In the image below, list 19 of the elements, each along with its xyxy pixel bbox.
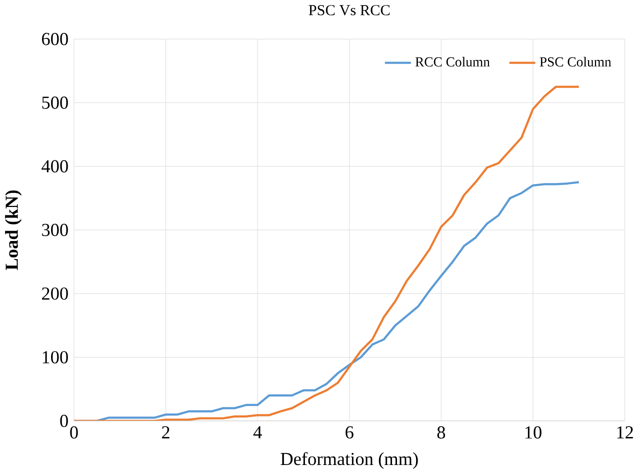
y-tick-label: 400 bbox=[42, 160, 68, 172]
x-axis-title: Deformation (mm) bbox=[280, 452, 418, 469]
y-tick-label: 200 bbox=[42, 287, 68, 300]
x-tick-label: 0 bbox=[70, 426, 78, 439]
x-tick-label: 2 bbox=[162, 426, 170, 438]
y-tick-label: 600 bbox=[42, 32, 68, 46]
legend-label: RCC Column bbox=[415, 56, 490, 67]
x-tick-label: 12 bbox=[617, 426, 633, 438]
chart-title: PSC Vs RCC bbox=[308, 5, 390, 16]
y-tick-label: 0 bbox=[60, 414, 68, 428]
y-tick-label: 100 bbox=[42, 351, 68, 364]
y-tick-label: 500 bbox=[42, 96, 68, 109]
x-tick-label: 8 bbox=[437, 426, 446, 439]
y-tick-label: 300 bbox=[42, 224, 68, 236]
x-tick-label: 10 bbox=[525, 426, 542, 439]
x-tick-label: 6 bbox=[346, 426, 354, 439]
y-axis-title: Load (kN) bbox=[5, 190, 22, 270]
legend-label: PSC Column bbox=[540, 56, 612, 67]
x-tick-label: 4 bbox=[253, 426, 262, 438]
